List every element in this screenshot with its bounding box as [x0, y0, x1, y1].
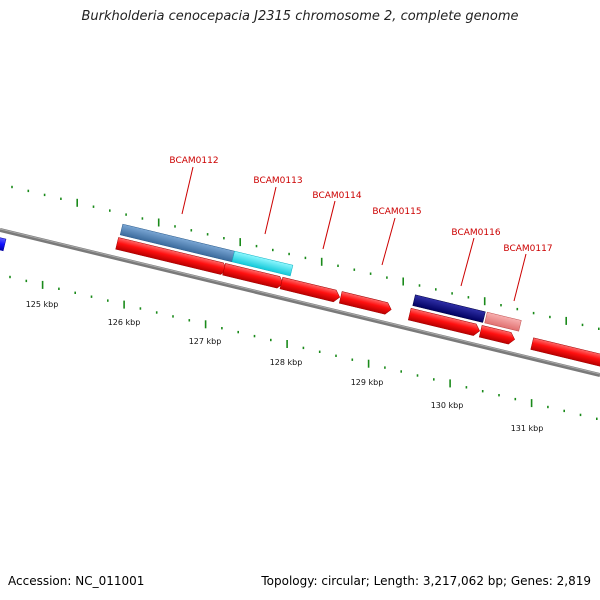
feature-red-cds-3[interactable] — [279, 276, 341, 303]
feature-blue-cds[interactable] — [0, 221, 7, 252]
feature-cyan[interactable] — [231, 250, 294, 277]
gene-label-bcam0113[interactable]: BCAM0113 — [253, 176, 302, 186]
scale-label-127kbp: 127 kbp — [189, 337, 222, 346]
feature-red-cds-2[interactable] — [222, 263, 285, 289]
scale-label-125kbp: 125 kbp — [26, 300, 59, 309]
genome-backbone-highlight — [0, 228, 600, 375]
genome-summary-text: Topology: circular; Length: 3,217,062 bp… — [261, 574, 591, 588]
accession-text: Accession: NC_011001 — [8, 574, 145, 588]
gene-label-bcam0117[interactable]: BCAM0117 — [503, 244, 552, 254]
feature-navy[interactable] — [412, 294, 486, 323]
feature-red-cds-5[interactable] — [407, 307, 481, 337]
feature-track — [0, 221, 600, 370]
gene-label-bcam0116[interactable]: BCAM0116 — [451, 228, 500, 238]
feature-red-cds-7[interactable] — [530, 337, 600, 370]
map-title: Burkholderia cenocepacia J2315 chromosom… — [81, 9, 519, 24]
scale-label-131kbp: 131 kbp — [511, 424, 544, 433]
scale-label-126kbp: 126 kbp — [108, 318, 141, 327]
tick-row-lower — [9, 275, 598, 420]
gene-label-bcam0114[interactable]: BCAM0114 — [312, 191, 361, 201]
feature-pink[interactable] — [484, 311, 522, 332]
tick-row-upper — [11, 185, 600, 330]
scale-label-129kbp: 129 kbp — [351, 378, 384, 387]
scale-label-128kbp: 128 kbp — [270, 358, 303, 367]
gene-label-bcam0115[interactable]: BCAM0115 — [372, 207, 421, 217]
feature-red-cds-6[interactable] — [478, 325, 516, 345]
scale-label-130kbp: 130 kbp — [431, 401, 464, 410]
gene-label-bcam0112[interactable]: BCAM0112 — [169, 156, 218, 166]
feature-red-cds-4[interactable] — [338, 291, 392, 316]
genome-backbone — [0, 228, 600, 377]
gene-callouts — [181, 166, 527, 302]
